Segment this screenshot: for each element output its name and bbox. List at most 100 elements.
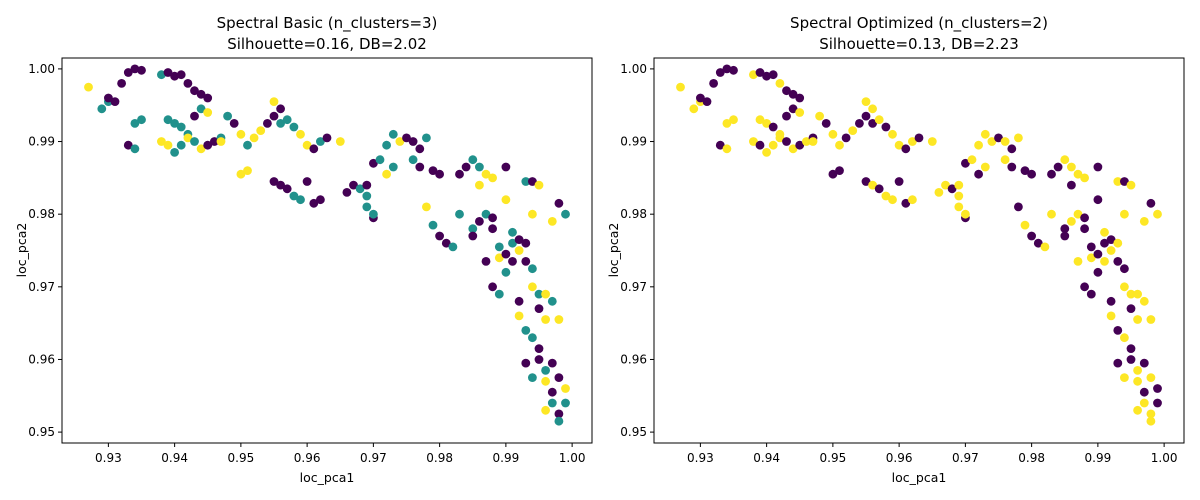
- plot-basic-point: [514, 296, 524, 306]
- plot-basic-point: [289, 122, 299, 132]
- plot-optimized-point: [1146, 198, 1156, 208]
- plot-basic-point: [481, 169, 491, 179]
- plot-optimized-point: [709, 79, 718, 88]
- plot-optimized-point: [1080, 282, 1089, 292]
- plot-optimized-point: [1100, 227, 1109, 237]
- plot-optimized-x-label: loc_pca1: [892, 470, 947, 485]
- plot-optimized-point: [861, 111, 871, 121]
- plot-basic-point: [541, 315, 550, 324]
- plot-optimized-y-tick-label: 0.97: [620, 280, 647, 294]
- plot-optimized-point: [874, 184, 884, 194]
- plot-basic-point: [547, 398, 557, 408]
- plot-basic-point: [455, 209, 464, 219]
- plot-optimized-point: [821, 119, 831, 128]
- plot-optimized-point: [722, 144, 732, 154]
- plot-basic-point: [528, 333, 537, 343]
- plot-optimized-point: [908, 137, 917, 146]
- plot-basic-point: [475, 180, 484, 190]
- plot-basic-point: [547, 296, 557, 306]
- plot-optimized-point: [980, 162, 990, 172]
- plot-optimized-point: [1093, 267, 1103, 277]
- plot-optimized-point: [689, 104, 699, 114]
- plot-optimized-point: [1153, 209, 1162, 219]
- plot-basic-point: [176, 140, 186, 150]
- plot-basic-point: [534, 344, 544, 353]
- plot-optimized-point: [934, 188, 944, 197]
- plot-optimized-point: [954, 202, 964, 212]
- plot-basic-point: [468, 231, 478, 241]
- plot-optimized-y-tick-label: 0.98: [620, 207, 647, 221]
- plot-basic-point: [302, 177, 312, 186]
- plot-basic-point: [422, 202, 431, 212]
- plot-basic: Spectral Basic (n_clusters=3) Silhouette…: [14, 14, 593, 485]
- plot-optimized-point: [1106, 311, 1116, 321]
- plot-basic-point: [508, 238, 517, 248]
- plot-basic-point: [494, 253, 504, 263]
- plot-optimized-point: [901, 144, 911, 154]
- plot-basic-point: [163, 140, 173, 150]
- plot-basic-point: [501, 162, 511, 172]
- plot-optimized-y-tick-label: 0.99: [620, 135, 647, 149]
- plot-optimized-point: [788, 104, 798, 114]
- plot-optimized-point: [795, 140, 805, 150]
- plot-basic-point: [170, 119, 180, 128]
- plot-optimized-point: [1113, 358, 1123, 368]
- plot-optimized-point: [1014, 202, 1023, 212]
- plot-optimized-point: [1146, 409, 1156, 419]
- plot-basic-point: [541, 366, 550, 375]
- plot-basic-point: [210, 137, 219, 146]
- plot-basic-point: [276, 119, 285, 128]
- plot-basic-point: [547, 387, 557, 397]
- plot-basic-point: [541, 376, 550, 386]
- plot-basic-x-tick-label: 0.93: [95, 451, 122, 465]
- plot-basic-point: [388, 162, 398, 172]
- plot-optimized-point: [795, 93, 805, 103]
- plot-basic-point: [541, 289, 550, 299]
- plot-optimized-point: [788, 144, 798, 154]
- plot-basic-point: [561, 384, 570, 393]
- plot-optimized-point: [1100, 257, 1109, 266]
- plot-basic-point: [534, 304, 544, 313]
- plot-optimized-point: [762, 71, 771, 81]
- plot-basic-point: [296, 195, 305, 205]
- plot-optimized-point: [927, 137, 937, 146]
- plot-optimized-y-tick-label: 1.00: [620, 62, 647, 76]
- plot-basic-point: [183, 79, 193, 88]
- plot-basic-point: [196, 104, 206, 114]
- plot-basic-point: [203, 140, 213, 150]
- plot-optimized-point: [888, 195, 897, 205]
- plot-basic-point: [541, 405, 550, 415]
- plot-basic-x-ticks: 0.93 0.94 0.95 0.96 0.97 0.98 0.99 1.00: [95, 443, 585, 465]
- plot-optimized-point: [1047, 169, 1056, 179]
- plot-basic-point: [534, 355, 544, 364]
- plot-optimized-point: [1040, 242, 1050, 252]
- plot-optimized-point: [848, 126, 858, 135]
- plot-optimized-point: [1093, 162, 1103, 172]
- plot-optimized-point: [894, 140, 904, 150]
- plot-basic-point: [130, 144, 140, 154]
- plot-basic-point: [110, 97, 120, 106]
- plot-optimized-point: [1139, 387, 1149, 397]
- plot-optimized-point: [1060, 155, 1070, 165]
- plot-basic-x-label: loc_pca1: [300, 470, 355, 485]
- plot-basic-point: [514, 311, 524, 321]
- plot-basic-point: [554, 198, 564, 208]
- plot-optimized-point: [868, 119, 877, 128]
- plot-optimized-x-tick-label: 0.93: [687, 451, 714, 465]
- plot-basic-point: [163, 115, 173, 125]
- plot-basic-point: [362, 191, 372, 201]
- plot-basic-point: [276, 180, 285, 190]
- plot-optimized-point: [828, 129, 838, 139]
- plot-basic-point: [130, 119, 140, 128]
- plot-basic-point: [137, 115, 146, 125]
- plot-optimized-point: [749, 70, 758, 80]
- plot-basic-point: [528, 264, 537, 274]
- plot-basic-point: [521, 177, 531, 186]
- plot-optimized-point: [1080, 213, 1089, 223]
- plot-basic-point: [243, 140, 252, 150]
- plot-basic-point: [501, 249, 511, 259]
- plot-optimized-point: [961, 209, 970, 219]
- plot-optimized-point: [1106, 296, 1116, 306]
- plot-basic-point: [441, 238, 451, 248]
- plot-optimized-point: [755, 115, 765, 125]
